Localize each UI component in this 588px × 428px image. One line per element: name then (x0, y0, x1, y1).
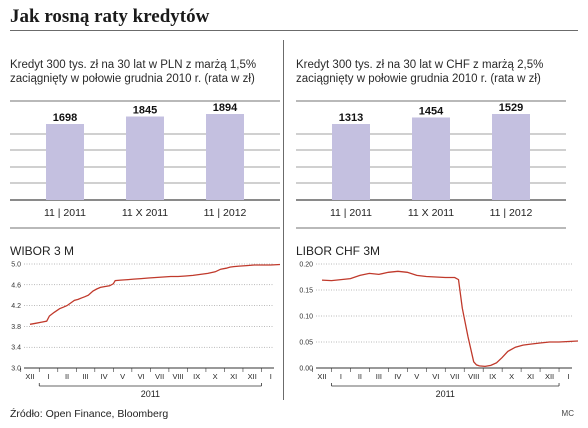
wibor-month-label: I (47, 372, 49, 381)
wibor-month-label: II (65, 372, 69, 381)
libor-month-label: I (340, 372, 342, 381)
wibor-y-tick-label: 4.2 (11, 303, 21, 310)
libor-month-label: I (567, 372, 569, 381)
pln-bar (46, 124, 84, 200)
libor-month-label: VIII (468, 372, 479, 381)
wibor-month-label: V (120, 372, 125, 381)
wibor-y-tick-label: 3.0 (11, 366, 21, 373)
libor-month-label: XI (527, 372, 534, 381)
libor-month-label: IV (394, 372, 401, 381)
libor-chart-title: LIBOR CHF 3M (296, 244, 381, 258)
libor-month-label: XII (317, 372, 326, 381)
libor-month-label: XII (545, 372, 554, 381)
wibor-month-label: VIII (173, 372, 184, 381)
pln-category-label: 11 | 2011 (44, 207, 86, 219)
wibor-month-label: IX (193, 372, 200, 381)
pln-category-label: 11 | 2012 (204, 207, 247, 219)
libor-y-tick-label: 0.20 (299, 262, 313, 269)
libor-month-label: II (358, 372, 362, 381)
libor-month-label: V (414, 372, 419, 381)
wibor-month-label: XI (230, 372, 237, 381)
chf-bar (412, 117, 450, 200)
wibor-year-label: 2011 (141, 389, 160, 399)
chf-subtitle-line-1: Kredyt 300 tys. zł na 30 lat w CHF z mar… (296, 59, 544, 71)
libor-series-line (321, 270, 578, 368)
libor-y-tick-label: 0.15 (299, 288, 313, 295)
pln-bar-value-label: 1894 (213, 102, 238, 114)
top-rule (10, 30, 578, 31)
chf-bar-value-label: 1313 (339, 112, 363, 124)
pln-subtitle-line-1: Kredyt 300 tys. zł na 30 lat w PLN z mar… (10, 59, 257, 71)
wibor-month-label: VII (155, 372, 164, 381)
wibor-month-label: IV (101, 372, 108, 381)
libor-y-tick-label: 0.05 (299, 340, 313, 347)
chf-chart-subtitle: Kredyt 300 tys. zł na 30 lat w CHF z mar… (296, 58, 543, 86)
wibor-y-tick-label: 4.6 (11, 282, 21, 289)
libor-month-label: IX (489, 372, 496, 381)
wibor-month-label: XII (25, 372, 34, 381)
libor-month-label: VI (432, 372, 439, 381)
wibor-y-tick-label: 3.8 (11, 324, 21, 331)
pln-bar-value-label: 1845 (133, 105, 157, 117)
wibor-series-line (29, 263, 280, 325)
chf-category-label: 11 | 2011 (330, 207, 372, 219)
libor-y-tick-label: 0.00 (299, 366, 313, 373)
chf-bar-value-label: 1454 (419, 105, 444, 117)
wibor-month-label: I (270, 372, 272, 381)
credit-initials: MC (561, 409, 574, 418)
wibor-month-label: XII (248, 372, 257, 381)
wibor-y-tick-label: 5.0 (11, 262, 21, 269)
chf-category-label: 11 | 2012 (490, 207, 533, 219)
libor-y-tick-label: 0.10 (299, 314, 313, 321)
pln-bar (126, 116, 164, 200)
libor-month-label: III (376, 372, 382, 381)
libor-month-label: X (509, 372, 514, 381)
chf-bar (332, 124, 370, 200)
wibor-chart-title: WIBOR 3 M (10, 244, 75, 258)
infographic-title: Jak rosną raty kredytów (10, 6, 210, 27)
chf-bar (492, 114, 530, 200)
source-note: Źródło: Open Finance, Bloomberg (10, 408, 169, 420)
wibor-y-tick-label: 3.4 (11, 345, 21, 352)
pln-chart-subtitle: Kredyt 300 tys. zł na 30 lat w PLN z mar… (10, 58, 256, 86)
pln-bar-value-label: 1698 (53, 112, 77, 124)
pln-bar (206, 114, 244, 200)
chf-bar-chart: 1313 11 | 2011 1454 11 X 2011 1529 11 | 2012 (296, 100, 566, 229)
wibor-month-label: VI (138, 372, 145, 381)
wibor-month-label: X (213, 372, 218, 381)
pln-category-label: 11 X 2011 (122, 207, 168, 219)
wibor-month-label: III (82, 372, 88, 381)
panel-divider (283, 40, 284, 400)
libor-month-label: VII (450, 372, 459, 381)
chf-category-label: 11 X 2011 (408, 207, 454, 219)
libor-year-label: 2011 (436, 389, 455, 399)
chf-bar-value-label: 1529 (499, 102, 523, 114)
chf-subtitle-line-2: zaciągnięty w połowie grudnia 2010 r. (r… (296, 73, 541, 85)
pln-subtitle-line-2: zaciągnięty w połowie grudnia 2010 r. (r… (10, 73, 255, 85)
pln-bar-chart: 1698 11 | 2011 1845 11 X 2011 1894 11 | 2012 (10, 100, 280, 229)
